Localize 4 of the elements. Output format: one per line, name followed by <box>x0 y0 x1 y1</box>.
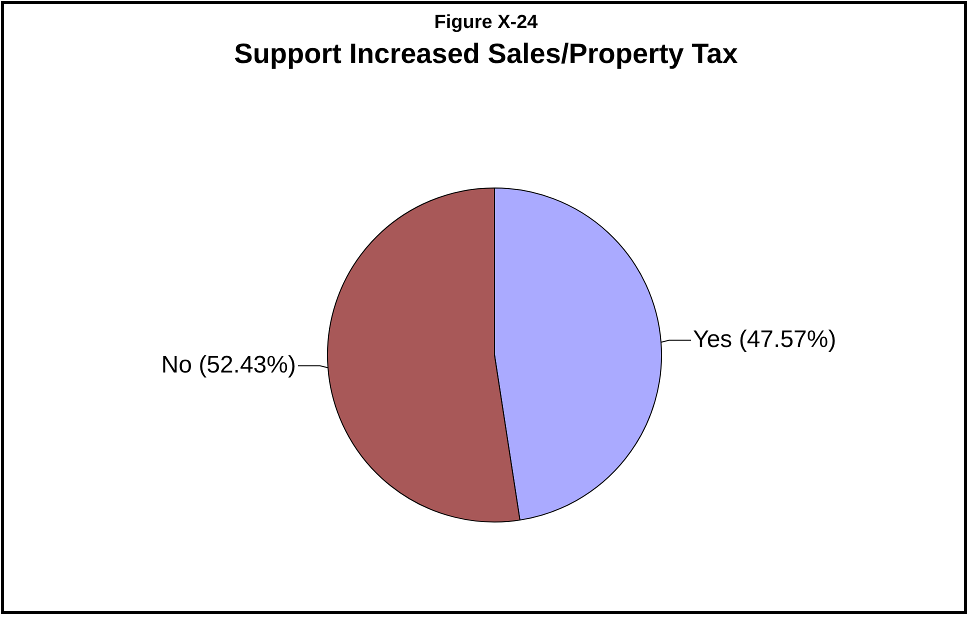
slice-label: No (52.43%) <box>161 351 296 378</box>
chart-title: Support Increased Sales/Property Tax <box>233 38 739 70</box>
chart-subtitle: Figure X-24 <box>433 12 539 34</box>
slice-label: Yes (47.57%) <box>693 326 836 353</box>
